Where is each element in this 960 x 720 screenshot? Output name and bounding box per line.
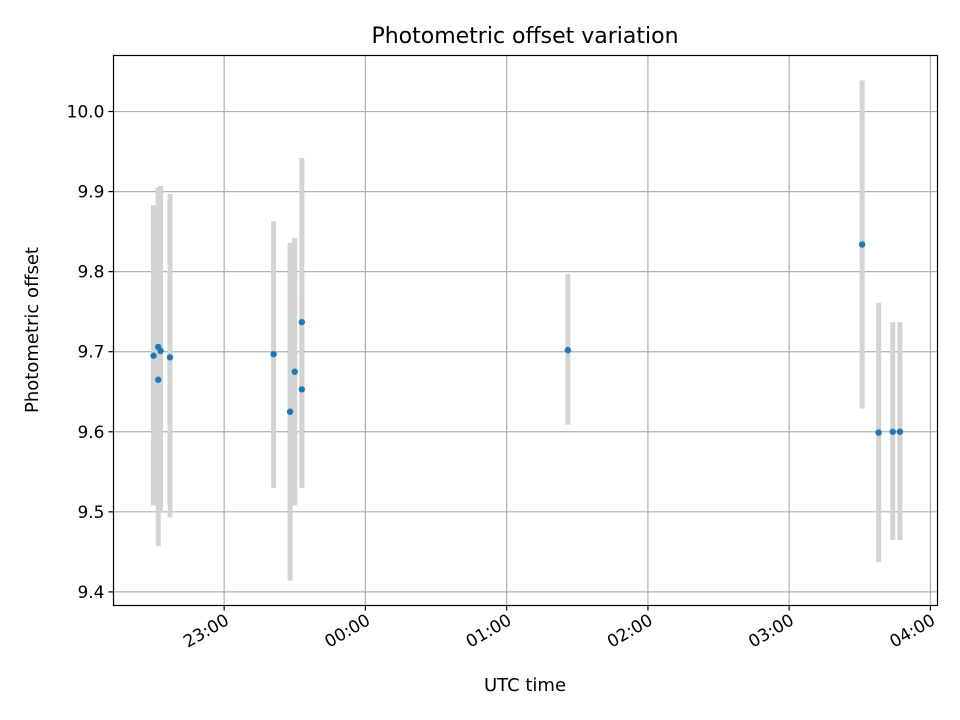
- data-point: [896, 428, 904, 435]
- x-tick-label: 01:00: [463, 611, 515, 653]
- chart-title: Photometric offset variation: [371, 24, 678, 49]
- data-point: [564, 346, 572, 354]
- data-point: [298, 386, 306, 393]
- data-point: [270, 350, 277, 358]
- x-tick-label: 00:00: [321, 611, 373, 653]
- x-tick-label: 03:00: [745, 611, 797, 653]
- y-tick-label: 9.4: [77, 583, 104, 603]
- data-point: [889, 428, 896, 435]
- y-axis-ticks: 9.4 9.5 9.6 9.7 9.8 9.9 10.0: [67, 103, 114, 603]
- data-point: [291, 368, 298, 375]
- x-tick-label: 04:00: [887, 611, 939, 653]
- y-axis-label: Photometric offset: [22, 247, 43, 413]
- data-point: [150, 352, 157, 359]
- y-tick-label: 9.8: [77, 263, 104, 283]
- data-point: [298, 318, 306, 326]
- x-axis-ticks: 23:00 00:00 01:00 02:00 03:00 04:00: [180, 605, 939, 653]
- y-tick-label: 10.0: [67, 103, 105, 123]
- plot-frame: [112, 54, 939, 607]
- data-point: [858, 241, 866, 248]
- error-bars: [151, 80, 903, 581]
- y-tick-label: 9.6: [77, 423, 104, 443]
- data-point: [155, 376, 162, 383]
- x-tick-label: 23:00: [180, 611, 232, 653]
- data-point: [166, 354, 174, 361]
- y-tick-label: 9.5: [77, 503, 104, 523]
- y-tick-label: 9.7: [77, 343, 104, 363]
- x-tick-label: 02:00: [604, 611, 656, 653]
- x-axis-label: UTC time: [484, 675, 566, 696]
- data-point: [875, 429, 882, 436]
- grid-lines: [113, 55, 938, 606]
- data-point: [286, 408, 294, 415]
- data-points: [150, 241, 904, 436]
- data-point: [157, 347, 164, 355]
- y-tick-label: 9.9: [77, 183, 104, 203]
